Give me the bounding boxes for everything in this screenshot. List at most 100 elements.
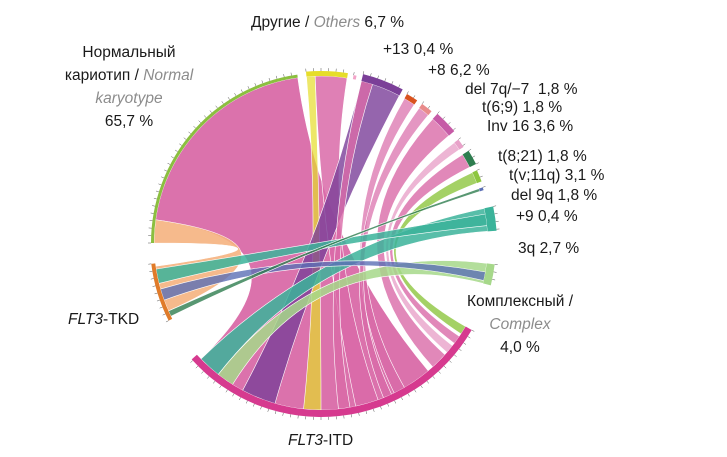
tick-mark: [164, 169, 168, 172]
tick-mark: [493, 205, 497, 207]
label-del7q: del 7q/−7 1,8 %: [465, 81, 578, 98]
ribbon-del7q-itd: [359, 97, 415, 394]
tick-mark: [159, 306, 163, 309]
arc-plus13: [352, 75, 357, 80]
label-normal-karyotype: Нормальный кариотип / Normal karyotype 6…: [64, 44, 194, 130]
arc-plus9: [478, 187, 484, 192]
tick-mark: [420, 385, 423, 389]
tick-mark: [245, 400, 248, 404]
tick-mark: [153, 197, 157, 200]
tick-mark: [179, 143, 182, 146]
tick-mark: [171, 156, 174, 159]
label-t821: t(8;21) 1,8 %: [498, 148, 587, 165]
arc-flt3itd: [191, 326, 472, 417]
tick-mark: [156, 299, 160, 302]
label-inv16: Inv 16 3,6 %: [487, 118, 574, 135]
tick-mark: [413, 95, 416, 99]
label-complex: Комплексный / Complex 4,0 %: [466, 293, 574, 356]
tick-mark: [282, 412, 284, 416]
tick-mark: [427, 105, 431, 109]
tick-mark: [468, 148, 472, 152]
tick-mark: [475, 162, 479, 165]
tick-mark: [167, 162, 171, 165]
ribbon-others-itd: [303, 75, 322, 411]
tick-mark: [384, 78, 387, 82]
tick-mark: [426, 380, 429, 384]
tick-mark: [479, 175, 483, 178]
arc-t69: [419, 103, 432, 116]
tick-mark: [275, 75, 278, 79]
label-plus9: +9 0,4 %: [516, 208, 578, 225]
tick-mark: [448, 122, 451, 125]
tick-mark: [443, 365, 447, 369]
tick-mark: [161, 176, 165, 179]
tick-mark: [442, 116, 446, 120]
tick-mark: [183, 137, 187, 140]
tick-mark: [209, 110, 212, 113]
tick-mark: [268, 77, 271, 81]
label-plus8: +8 6,2 %: [428, 62, 490, 79]
label-plus13: +13 0,4 %: [383, 41, 454, 58]
label-3q: 3q 2,7 %: [518, 240, 580, 257]
tick-mark: [377, 75, 379, 79]
tick-mark: [458, 348, 462, 351]
tick-mark: [188, 131, 191, 134]
arc-del7q: [404, 94, 418, 105]
tick-mark: [365, 411, 368, 415]
tick-mark: [462, 143, 466, 146]
tick-mark: [190, 360, 193, 363]
label-del9q: del 9q 1,8 %: [511, 187, 598, 204]
tick-mark: [421, 101, 425, 104]
tick-mark: [162, 313, 166, 316]
tick-mark: [215, 105, 218, 109]
tick-mark: [234, 93, 237, 96]
tick-mark: [260, 406, 262, 410]
tick-mark: [152, 205, 156, 207]
tick-mark: [155, 190, 159, 193]
tick-mark: [219, 385, 222, 389]
tick-mark: [207, 376, 210, 379]
tick-mark: [437, 111, 440, 114]
tick-mark: [274, 411, 277, 415]
tick-mark: [227, 96, 230, 100]
tick-mark: [221, 101, 224, 104]
tick-mark: [198, 120, 201, 123]
tick-mark: [398, 84, 401, 88]
tick-mark: [463, 342, 467, 345]
ribbons-layer: [153, 75, 488, 411]
tick-mark: [154, 292, 158, 295]
tick-mark: [476, 168, 480, 171]
tick-mark: [203, 115, 207, 118]
tick-mark: [247, 86, 250, 90]
tick-mark: [350, 414, 352, 418]
arc-del9q: [472, 170, 482, 184]
arc-t821: [454, 139, 464, 150]
tick-mark: [165, 320, 169, 323]
tick-mark: [391, 81, 394, 85]
label-tv11q: t(v;11q) 3,1 %: [509, 167, 605, 184]
tick-mark: [353, 72, 355, 76]
arc-q3: [484, 206, 497, 232]
tick-mark: [401, 397, 403, 401]
tick-mark: [394, 400, 397, 404]
arcs-layer: [151, 70, 497, 417]
tick-mark: [150, 212, 154, 214]
tick-mark: [482, 186, 486, 188]
tick-mark: [414, 389, 417, 393]
tick-mark: [253, 403, 255, 407]
tick-mark: [373, 408, 375, 412]
tick-mark: [454, 354, 457, 357]
ribbon-t69-itd: [358, 107, 429, 399]
tick-mark: [438, 371, 441, 374]
tick-mark: [225, 389, 228, 393]
tick-mark: [362, 71, 365, 75]
arc-plus8: [361, 74, 403, 96]
tick-mark: [432, 376, 435, 379]
tick-mark: [239, 397, 241, 401]
arc-others: [306, 70, 348, 79]
tick-mark: [449, 360, 452, 363]
tick-mark: [453, 127, 456, 131]
label-others: Другие / Others 6,7 %: [251, 14, 405, 31]
